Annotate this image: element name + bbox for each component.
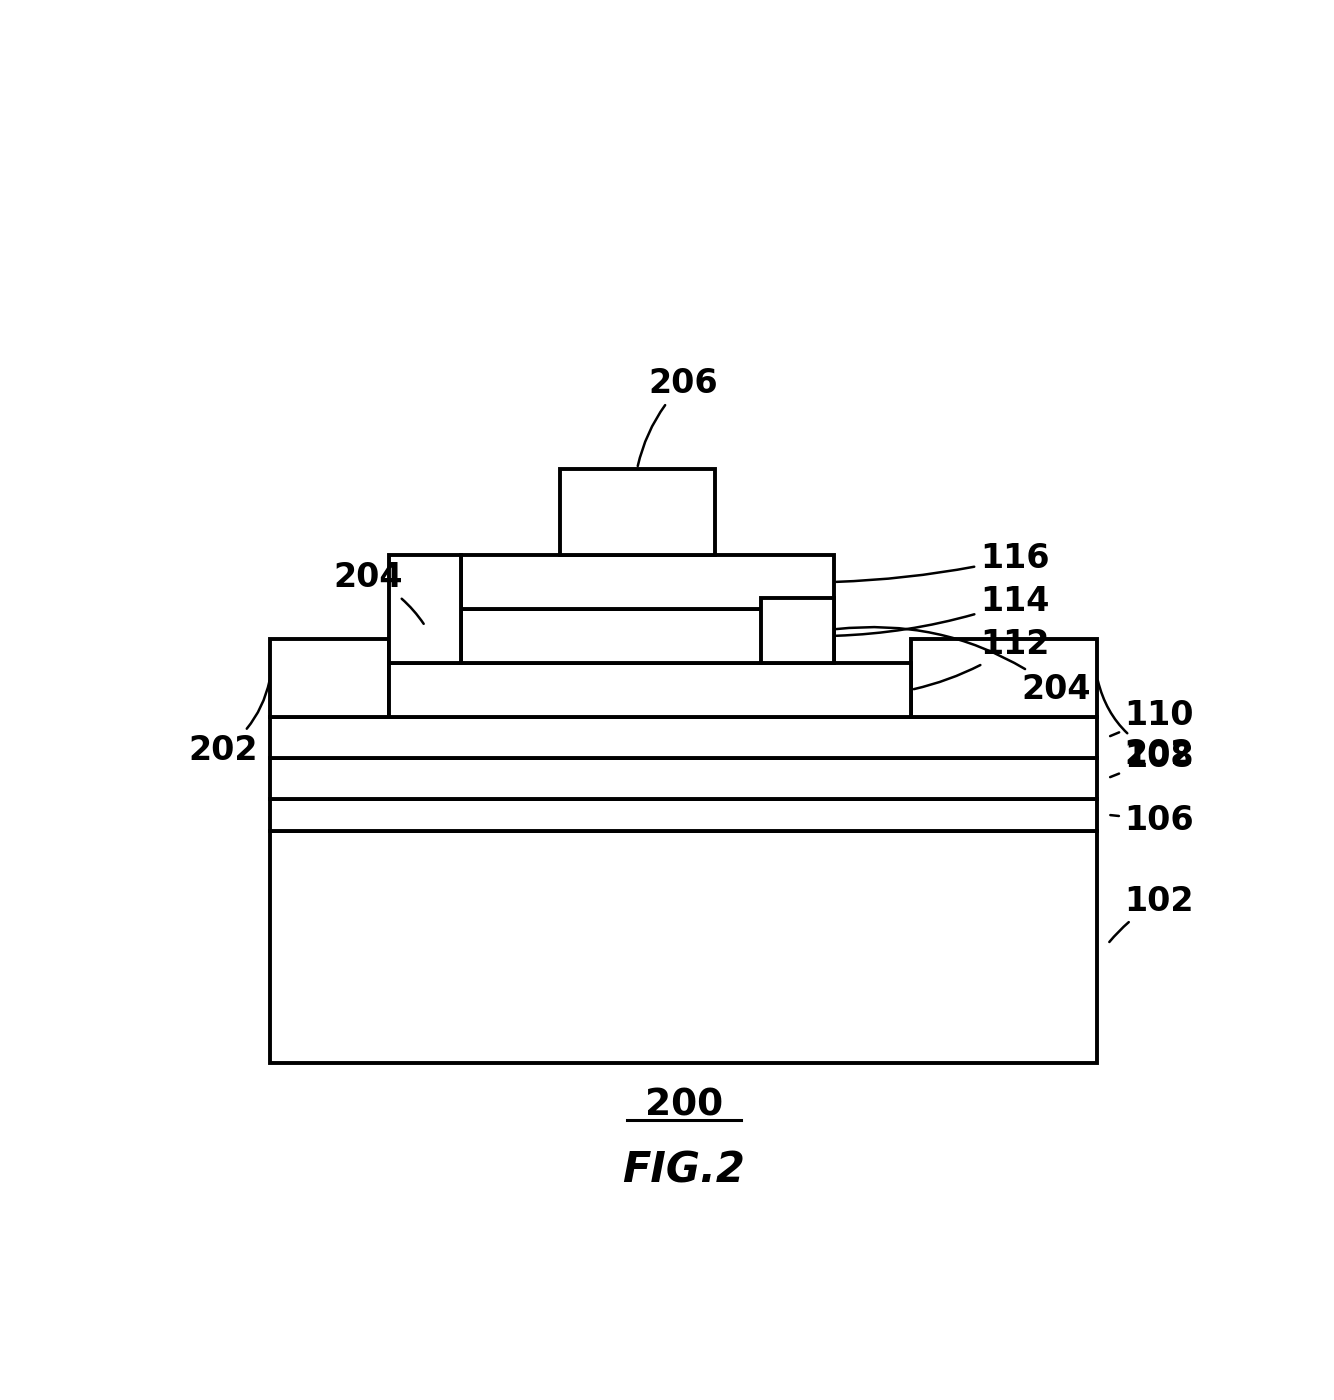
Bar xyxy=(462,609,834,662)
Text: 206: 206 xyxy=(638,367,719,466)
Text: 204: 204 xyxy=(836,627,1091,706)
Bar xyxy=(911,638,1098,717)
Bar xyxy=(269,798,1098,832)
Bar xyxy=(269,757,1098,798)
Text: 116: 116 xyxy=(836,542,1050,582)
Bar xyxy=(269,832,1098,1063)
Text: 204: 204 xyxy=(334,561,424,624)
Text: 202: 202 xyxy=(189,680,269,767)
Bar xyxy=(560,469,715,554)
Text: 110: 110 xyxy=(1110,699,1194,736)
Bar xyxy=(762,598,834,662)
Bar xyxy=(269,638,390,717)
Bar xyxy=(390,662,911,717)
Bar xyxy=(462,554,834,609)
Text: 114: 114 xyxy=(836,585,1050,636)
Text: 108: 108 xyxy=(1110,741,1194,777)
Bar xyxy=(269,717,1098,757)
Text: 200: 200 xyxy=(644,1088,723,1124)
Text: FIG.2: FIG.2 xyxy=(622,1149,746,1191)
Text: 202: 202 xyxy=(1098,680,1194,771)
Text: 106: 106 xyxy=(1110,804,1194,837)
Bar xyxy=(390,554,462,662)
Text: 112: 112 xyxy=(914,629,1050,689)
Text: 102: 102 xyxy=(1110,885,1194,942)
